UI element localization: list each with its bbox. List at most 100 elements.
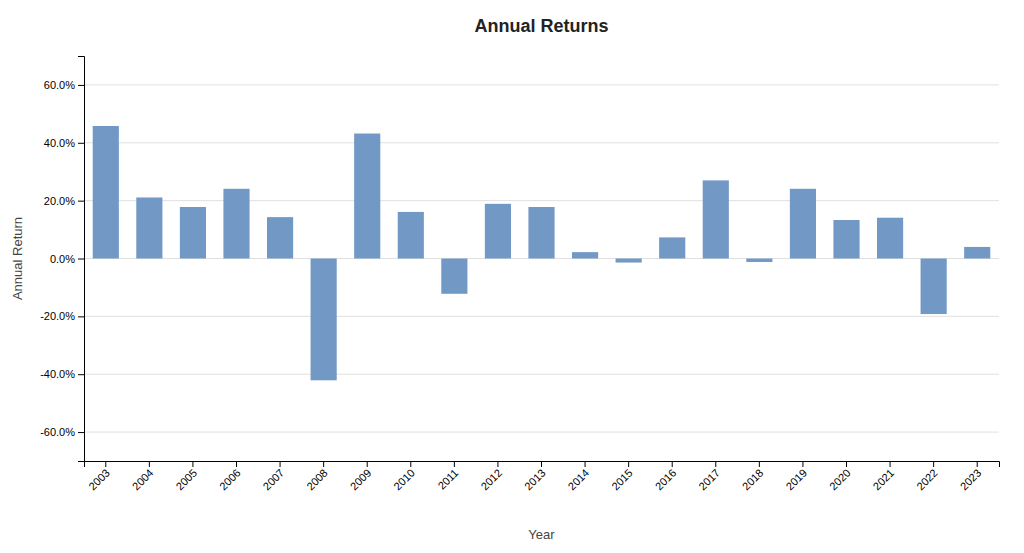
x-tick-label: 2014 xyxy=(565,467,591,493)
y-axis-line xyxy=(78,57,85,462)
bar xyxy=(136,197,162,258)
x-tick: 2021 xyxy=(870,461,896,492)
y-tick: -40.0% xyxy=(40,368,84,380)
x-tick-label: 2009 xyxy=(348,467,374,493)
x-tick: 2018 xyxy=(740,461,766,492)
x-tick: 2023 xyxy=(958,461,984,492)
x-tick: 2017 xyxy=(696,461,722,492)
x-tick-label: 2017 xyxy=(696,467,722,493)
bar xyxy=(528,207,554,258)
x-tick-label: 2016 xyxy=(653,467,679,493)
bar xyxy=(398,212,424,259)
x-tick-mark xyxy=(802,461,803,467)
x-tick-mark xyxy=(541,461,542,467)
x-tick-mark xyxy=(628,461,629,467)
bar xyxy=(441,259,467,294)
y-tick-mark xyxy=(78,374,84,375)
x-tick-label: 2010 xyxy=(391,467,417,493)
x-tick: 2020 xyxy=(827,461,853,492)
x-tick: 2019 xyxy=(783,461,809,492)
y-tick-mark xyxy=(78,143,84,144)
y-tick-mark xyxy=(78,432,84,433)
grid-line xyxy=(84,316,999,317)
bar xyxy=(311,259,337,381)
grid-line xyxy=(84,432,999,433)
x-tick-label: 2015 xyxy=(609,467,635,493)
x-tick: 2016 xyxy=(653,461,679,492)
title: Annual Returns xyxy=(474,16,608,36)
y-tick: 60.0% xyxy=(44,79,84,91)
x-tick-label: 2008 xyxy=(304,467,330,493)
bar xyxy=(659,237,685,258)
y-tick: 40.0% xyxy=(44,137,84,149)
x-tick: 2012 xyxy=(478,461,504,492)
x-tick-label: 2012 xyxy=(478,467,504,493)
bar xyxy=(93,126,119,258)
x-tick-mark xyxy=(933,461,934,467)
x-tick-mark xyxy=(192,461,193,467)
x-tick-label: 2003 xyxy=(86,467,112,493)
y-tick-label: 20.0% xyxy=(44,195,75,207)
x-tick-label: 2006 xyxy=(217,467,243,493)
x-tick-mark xyxy=(454,461,455,467)
x-tick-mark xyxy=(367,461,368,467)
x-tick: 2013 xyxy=(522,461,548,492)
y-tick-mark xyxy=(78,85,84,86)
x-tick: 2022 xyxy=(914,461,940,492)
x-tick-mark xyxy=(236,461,237,467)
x-tick: 2004 xyxy=(130,461,156,492)
x-tick-label: 2007 xyxy=(260,467,286,493)
bar xyxy=(267,217,293,258)
y-tick: -20.0% xyxy=(40,310,84,322)
x-tick: 2005 xyxy=(173,461,199,492)
x-tick-label: 2018 xyxy=(740,467,766,493)
bars xyxy=(93,126,991,380)
y-tick-mark xyxy=(78,201,84,202)
x-tick-mark xyxy=(977,461,978,467)
x-tick-label: 2005 xyxy=(173,467,199,493)
bar xyxy=(703,180,729,258)
x-tick-mark xyxy=(715,461,716,467)
x-tick: 2007 xyxy=(260,461,286,492)
grid-line xyxy=(84,142,999,143)
y-tick: 20.0% xyxy=(44,195,84,207)
grid-line xyxy=(84,84,999,85)
plot: -60.0%-40.0%-20.0%0.0%20.0%40.0%60.0%200… xyxy=(40,57,999,493)
bar xyxy=(921,259,947,315)
bar xyxy=(877,218,903,259)
bar xyxy=(790,189,816,259)
x-tick-label: 2019 xyxy=(783,467,809,493)
x-tick-label: 2022 xyxy=(914,467,940,493)
grid-line xyxy=(84,200,999,201)
x-tick-mark xyxy=(759,461,760,467)
x-tick-label: 2023 xyxy=(958,467,984,493)
x-tick-label: 2013 xyxy=(522,467,548,493)
x-tick-mark xyxy=(672,461,673,467)
y-axis-title: Annual Return xyxy=(10,217,25,300)
y-tick-mark xyxy=(78,316,84,317)
x-tick-mark xyxy=(410,461,411,467)
grid-line xyxy=(84,374,999,375)
y-tick: 0.0% xyxy=(50,253,84,265)
x-tick: 2003 xyxy=(86,461,112,492)
bar xyxy=(616,259,642,263)
x-tick-label: 2020 xyxy=(827,467,853,493)
bar xyxy=(354,134,380,259)
y-tick-label: 0.0% xyxy=(50,253,75,265)
x-tick: 2008 xyxy=(304,461,330,492)
bar xyxy=(833,220,859,258)
x-tick-mark xyxy=(105,461,106,467)
y-tick-label: 40.0% xyxy=(44,137,75,149)
x-axis-title: Year xyxy=(528,527,555,542)
x-tick-mark xyxy=(497,461,498,467)
y-tick-label: -40.0% xyxy=(40,368,75,380)
y-axis: -60.0%-40.0%-20.0%0.0%20.0%40.0%60.0% xyxy=(40,57,84,462)
x-tick: 2009 xyxy=(348,461,374,492)
bar xyxy=(964,247,990,259)
y-tick-label: -20.0% xyxy=(40,310,75,322)
y-tick-mark xyxy=(78,259,84,260)
chart: -60.0%-40.0%-20.0%0.0%20.0%40.0%60.0%200… xyxy=(0,0,1024,553)
x-tick-mark xyxy=(149,461,150,467)
bar xyxy=(180,207,206,258)
bar xyxy=(485,204,511,259)
